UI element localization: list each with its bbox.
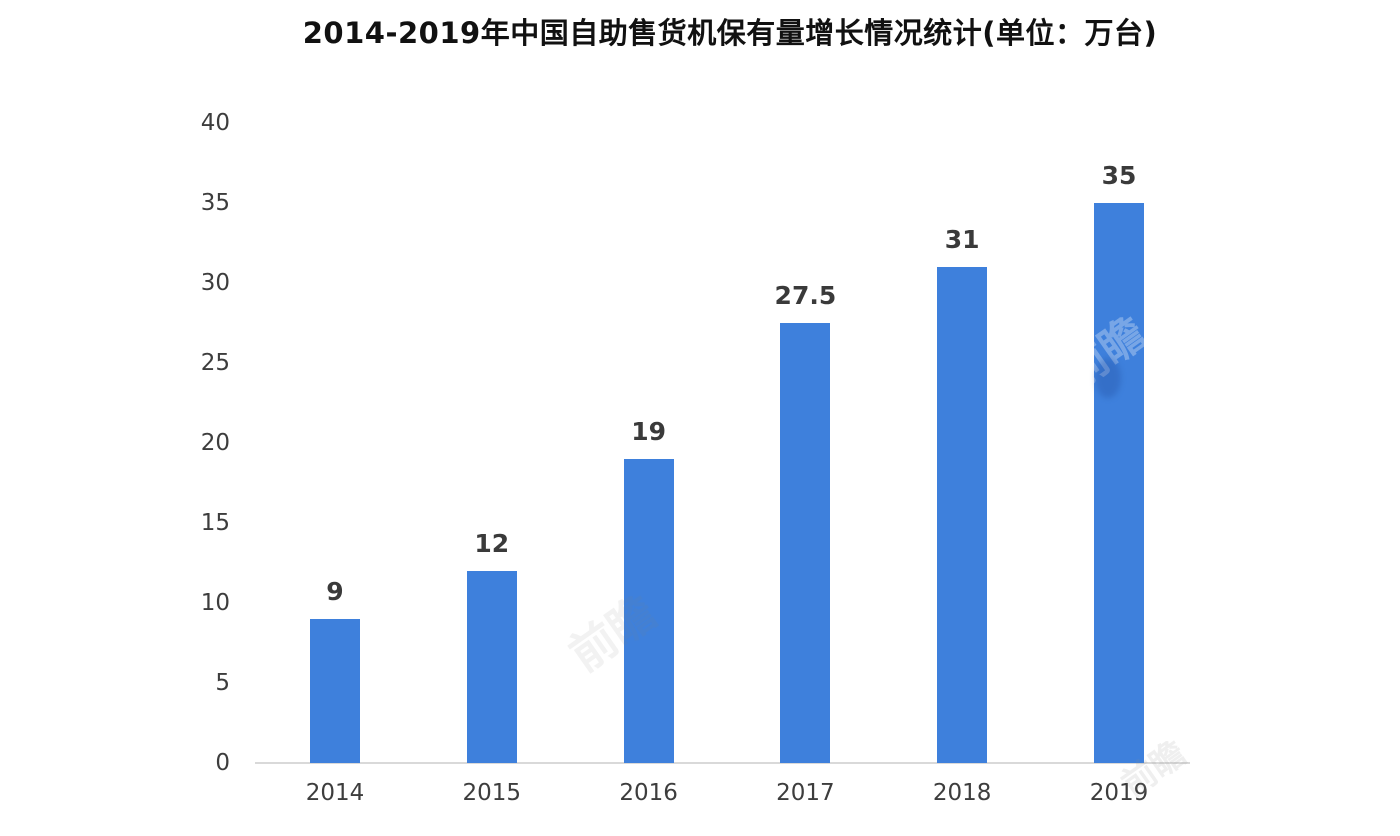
bar-value-label: 19 [631, 417, 666, 446]
bar-value-label: 9 [326, 577, 344, 606]
y-tick-label: 15 [200, 510, 230, 536]
y-tick-label: 20 [200, 430, 230, 456]
bar-value-label: 35 [1101, 161, 1137, 190]
y-tick-label: 35 [200, 190, 230, 216]
x-tick-label: 2018 [932, 780, 992, 806]
y-tick-label: 40 [200, 110, 230, 136]
x-axis-line [255, 762, 1190, 764]
y-tick-label: 25 [200, 350, 230, 376]
bar-2015 [466, 571, 517, 763]
chart-title: 2014-2019年中国自助售货机保有量增长情况统计(单位：万台) [302, 16, 1158, 50]
bar-value-label: 31 [944, 225, 980, 254]
x-tick-label: 2015 [462, 780, 522, 806]
bar-2017 [780, 323, 831, 763]
bar-2018 [937, 267, 988, 763]
y-tick-label: 30 [200, 270, 230, 296]
y-tick-label: 5 [215, 670, 230, 696]
bar-2019 [1094, 203, 1144, 763]
x-tick-label: 2014 [305, 780, 365, 806]
bar-value-label: 12 [474, 529, 510, 558]
x-tick-label: 2019 [1089, 780, 1149, 806]
bar-2014 [310, 619, 360, 763]
bar-2016 [623, 459, 674, 763]
bar-value-label: 27.5 [774, 281, 837, 310]
x-tick-label: 2016 [619, 780, 678, 806]
y-tick-label: 10 [200, 590, 230, 616]
y-tick-label: 0 [215, 750, 230, 776]
x-tick-label: 2017 [776, 780, 835, 806]
